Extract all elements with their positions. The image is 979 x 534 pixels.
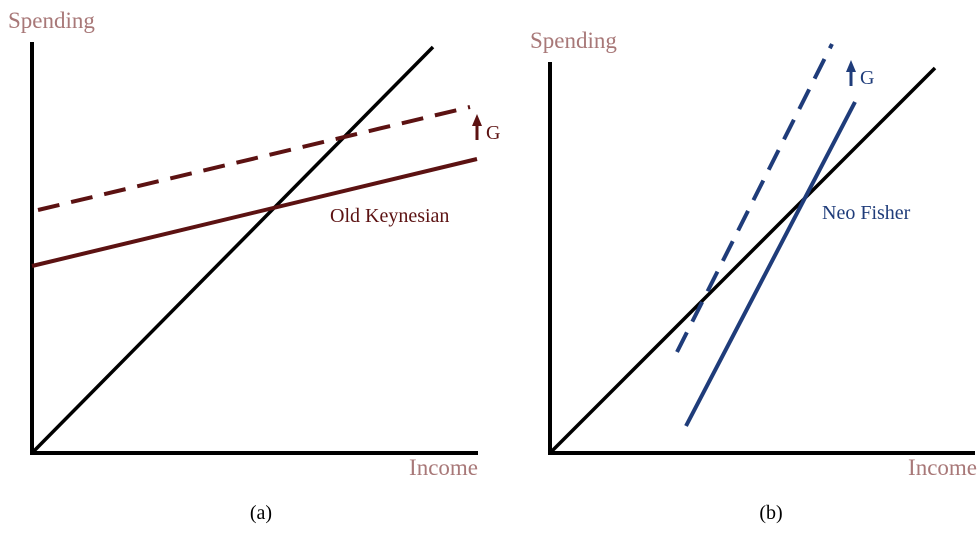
x-axis-label: Income [908, 455, 977, 480]
45-degree-line [30, 45, 435, 455]
spending-curve [31, 157, 478, 268]
caption: (b) [759, 502, 782, 524]
panel-b: G Neo Fisher Spending Income (b) [530, 28, 977, 524]
45-degree-line [548, 66, 937, 455]
caption: (a) [250, 502, 272, 524]
shift-arrow-head [846, 60, 856, 72]
spending-curve [684, 101, 857, 427]
panel-a: G Old Keynesian Spending Income (a) [8, 8, 500, 524]
shifted-spending-curve [675, 43, 834, 353]
shift-label: G [486, 122, 500, 144]
shifted-spending-curve [37, 105, 471, 212]
curve-label: Old Keynesian [330, 205, 449, 227]
y-axis-label: Spending [8, 8, 95, 33]
x-axis-label: Income [409, 455, 478, 480]
shift-label: G [860, 67, 874, 89]
curve-label: Neo Fisher [822, 202, 911, 224]
shift-arrow-head [472, 114, 482, 126]
y-axis-label: Spending [530, 28, 617, 53]
